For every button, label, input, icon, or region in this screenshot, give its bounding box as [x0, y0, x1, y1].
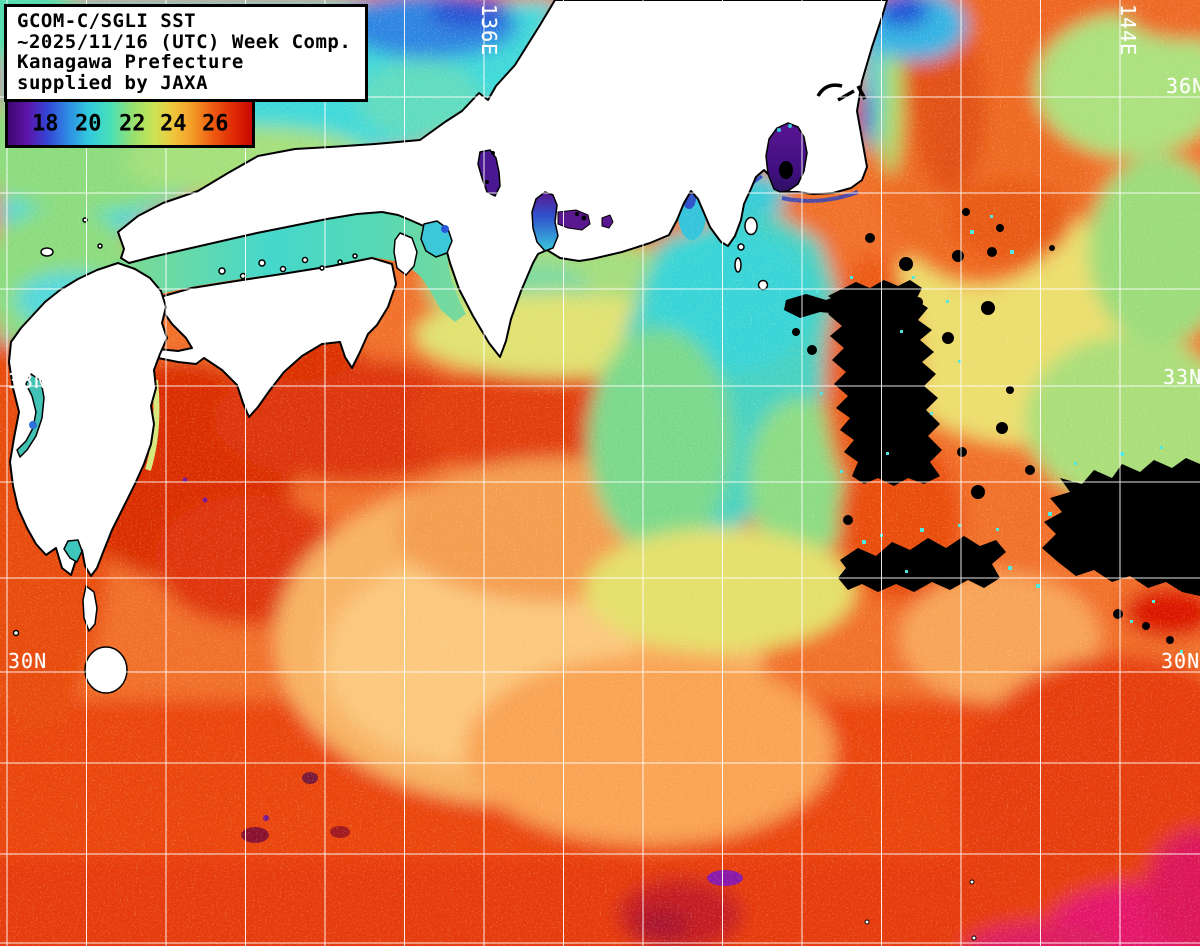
cloud-fringe-speckles	[816, 215, 1183, 653]
product-source: supplied by JAXA	[17, 71, 209, 94]
seto-inland-sea-water	[110, 208, 466, 370]
lake-hamana	[601, 214, 614, 229]
yakushima-island	[84, 646, 128, 694]
product-date: ~2025/11/16 (UTC) Week Comp.	[17, 30, 352, 53]
lon-label-136e: 136E	[477, 4, 501, 57]
product-name: GCOM-C/SGLI SST	[17, 10, 197, 32]
colorbar-tick-22: 22	[119, 111, 146, 136]
kagoshima-bay	[63, 539, 83, 563]
lon-label-144e: 144E	[1116, 4, 1140, 57]
izu-oshima-island	[744, 216, 758, 236]
lat-label-36n-right: 36N	[1166, 74, 1200, 98]
lat-label-33n-left: 33N	[8, 369, 48, 393]
cloud-mask-layer	[784, 83, 1200, 644]
product-region: Kanagawa Prefecture	[17, 51, 244, 73]
sst-colorbar: 18 20 22 24 26	[5, 99, 255, 148]
colorbar-tick-18: 18	[32, 111, 59, 136]
mikawa-bay	[557, 209, 591, 231]
map-title-box: GCOM-C/SGLI SST ~2025/11/16 (UTC) Week C…	[4, 4, 368, 102]
tokyo-bay	[765, 122, 808, 193]
lat-label-30n-right: 30N	[1161, 649, 1200, 673]
island-layer	[12, 57, 977, 941]
colorbar-tick-20: 20	[75, 111, 102, 136]
bay-detail-dots	[29, 124, 793, 429]
colorbar-tick-26: 26	[202, 111, 229, 136]
land-layer	[8, 0, 888, 577]
colorbar-tick-24: 24	[160, 111, 187, 136]
awaji-island	[393, 232, 418, 276]
lat-label-30n-left: 30N	[8, 649, 48, 673]
lat-label-33n-right: 33N	[1163, 365, 1200, 389]
